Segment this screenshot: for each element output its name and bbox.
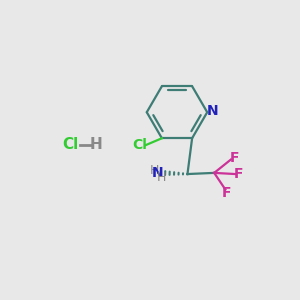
Text: H: H: [89, 137, 102, 152]
Text: F: F: [234, 167, 243, 181]
Text: F: F: [230, 151, 239, 165]
Text: Cl: Cl: [62, 137, 78, 152]
Text: H: H: [157, 170, 166, 184]
Text: F: F: [221, 186, 231, 200]
Text: H: H: [149, 164, 159, 177]
Text: Cl: Cl: [132, 138, 147, 152]
Text: N: N: [152, 166, 164, 180]
Text: N: N: [206, 104, 218, 118]
